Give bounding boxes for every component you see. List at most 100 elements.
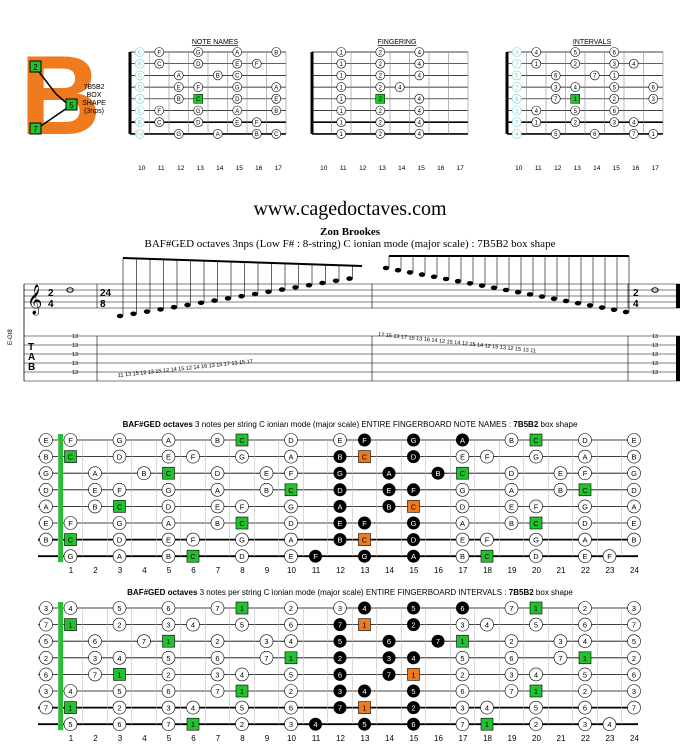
note-label: C [362, 536, 368, 545]
fret-number: 13 [361, 566, 370, 575]
note-label: G [68, 552, 74, 561]
mini-note-label: 4 [418, 132, 422, 138]
note-label: B [337, 453, 342, 462]
note-circle [88, 634, 102, 649]
note-label: F [485, 536, 490, 545]
note-head [406, 270, 414, 275]
root-note-box [529, 601, 543, 615]
mini-fret-number: 12 [177, 165, 185, 172]
shape-note-circle [407, 483, 420, 497]
interval-label: 4 [313, 720, 317, 729]
note-label: B [558, 486, 563, 495]
interval-label: 2 [215, 637, 219, 646]
shape-note-circle [333, 499, 347, 513]
note-label: G [411, 436, 417, 445]
mini-note-circle [134, 129, 145, 139]
note-circle [578, 433, 592, 447]
note-circle [112, 549, 127, 563]
note-circle [627, 634, 641, 649]
note-circle [578, 617, 592, 632]
tab-open-note: 13 [652, 334, 658, 340]
mini-fret-number: 15 [236, 165, 244, 172]
note-circle [627, 700, 641, 715]
tab-open-note: 13 [72, 370, 78, 376]
note-label: C [68, 536, 74, 545]
note-circle [553, 466, 568, 481]
note-circle [627, 433, 641, 447]
time-sig: 4 [48, 299, 54, 310]
mini-fret-number: 13 [379, 165, 387, 172]
shape-note-circle [333, 483, 347, 497]
note-circle [112, 617, 127, 632]
mini-note-circle [232, 117, 243, 127]
mini-note-circle [232, 58, 243, 69]
note-circle [235, 700, 249, 715]
mini-note-circle [570, 117, 581, 127]
note-circle [88, 667, 102, 682]
mini-note-label: G [196, 50, 201, 56]
note-label: D [533, 552, 539, 561]
svg-text:5: 5 [69, 101, 74, 110]
board2-title: BAF#GED octaves 3 notes per string C ion… [127, 588, 573, 597]
fret-number: 15 [410, 734, 419, 743]
interval-label: 2 [583, 687, 587, 696]
note-label: G [411, 519, 417, 528]
note-circle [39, 433, 53, 447]
interval-label: 7 [44, 621, 48, 630]
mini-note-label: 2 [379, 97, 383, 103]
note-circle [529, 449, 543, 464]
mini-note-label: 2 [379, 121, 383, 127]
mini-note-circle [414, 70, 425, 81]
fingering-root-box [407, 500, 420, 513]
note-label: A [166, 436, 171, 445]
mini-note-circle [414, 47, 425, 57]
mini-note-circle [609, 58, 620, 69]
note-circle [504, 466, 519, 481]
mini-fret-number: 12 [359, 165, 367, 172]
note-circle [333, 433, 347, 447]
mini-note-label: C [157, 121, 162, 127]
note-circle [504, 634, 519, 649]
note-circle [627, 466, 641, 481]
note-head [574, 300, 582, 306]
note-label: D [509, 469, 515, 478]
note-circle [161, 667, 176, 682]
note-label: C [117, 502, 123, 511]
tab-open-note: 13 [652, 361, 658, 367]
interval-label: 5 [460, 654, 464, 663]
shape-note-circle [456, 433, 469, 447]
interval-label: 7 [509, 604, 513, 613]
note-circle [112, 482, 127, 497]
interval-label: 2 [534, 720, 538, 729]
note-label: G [117, 436, 123, 445]
site-title: www.cagedoctaves.com [253, 198, 447, 220]
tab-descending: 17 15 13 17 15 13 16 14 12 15 14 12 15 1… [378, 332, 536, 355]
note-circle [186, 449, 200, 464]
interval-label: 5 [632, 637, 636, 646]
note-circle [259, 466, 274, 481]
mini-note-label: 1 [340, 50, 344, 56]
note-label: G [362, 552, 368, 561]
note-circle [284, 466, 298, 481]
fret-number: 21 [557, 734, 566, 743]
note-label: C [533, 519, 539, 528]
note-circle [284, 449, 298, 464]
mini-note-label: 4 [418, 121, 422, 127]
mini-note-label: E [274, 97, 278, 103]
final-bar [676, 336, 680, 381]
time-sig: 2 [633, 288, 639, 299]
root-note-box [284, 651, 298, 665]
interval-label: 3 [460, 621, 464, 630]
note-label: D [337, 486, 343, 495]
shape-note-circle [333, 651, 347, 665]
note-circle [161, 516, 176, 530]
mini-note-label: 1 [340, 97, 344, 103]
mini-note-circle [154, 105, 165, 116]
mini-note-label: G [196, 109, 201, 115]
shape-note-circle [456, 601, 469, 615]
note-head [651, 287, 659, 293]
mini-fret-number: 17 [457, 165, 465, 172]
mini-note-label: 6 [593, 132, 597, 138]
mini-note-circle [232, 94, 243, 104]
